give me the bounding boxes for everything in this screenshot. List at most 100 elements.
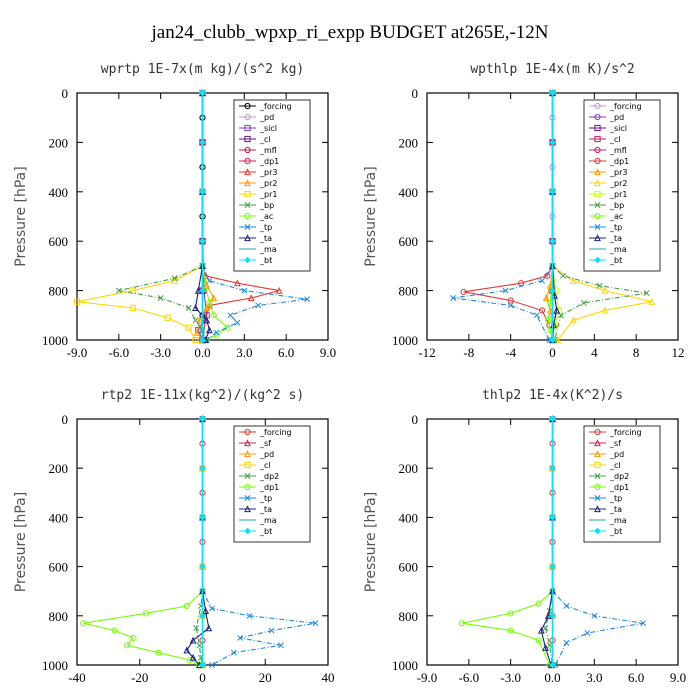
legend-marker <box>244 168 251 176</box>
legend-label: _mfl <box>259 146 277 155</box>
series-bt <box>199 89 206 344</box>
data-point-tp <box>255 302 262 309</box>
legend-marker <box>594 212 601 220</box>
legend-label: _dp1 <box>259 157 279 166</box>
series-dp1 <box>80 415 206 669</box>
legend-label: _mfl <box>609 146 627 155</box>
legend-marker <box>594 450 601 458</box>
x-tick-label: -9.0 <box>417 670 438 685</box>
legend-marker <box>244 179 251 187</box>
data-point-tp <box>450 295 457 301</box>
x-tick-label: 0 <box>199 670 206 685</box>
x-tick-label: -6.0 <box>459 670 480 685</box>
x-tick-label: 12 <box>672 345 685 360</box>
legend-marker <box>244 439 251 447</box>
legend-label: _pd <box>609 113 624 122</box>
y-axis-label: Pressure [hPa] <box>363 492 379 592</box>
legend-label: _pd <box>609 450 624 459</box>
legend-marker <box>244 224 251 230</box>
legend-label: _sf <box>259 439 271 448</box>
x-tick-label: 0.0 <box>544 670 560 685</box>
data-point-ta <box>205 624 213 632</box>
data-point-pr2 <box>648 297 656 305</box>
data-point-pr2 <box>570 277 577 284</box>
data-point-dp1 <box>535 637 542 644</box>
series-line-tp <box>453 93 554 341</box>
data-point-bt <box>549 139 556 146</box>
legend-marker <box>594 124 601 132</box>
legend-marker <box>244 113 251 121</box>
x-tick-label: -8 <box>463 345 474 360</box>
y-tick-label: 400 <box>399 510 419 525</box>
legend-label: _bp <box>609 201 624 210</box>
y-tick-label: 0 <box>412 412 419 427</box>
data-point-tp <box>312 620 319 627</box>
series-bt <box>199 415 206 669</box>
legend-label: _ma <box>259 245 277 254</box>
data-point-tp <box>304 296 311 303</box>
series-bt <box>549 415 556 669</box>
data-point-ta <box>553 306 561 314</box>
legend-label: _ta <box>259 505 272 514</box>
y-tick-label: 200 <box>399 461 419 476</box>
legend-label: _forcing <box>609 102 642 111</box>
legend-marker <box>594 495 601 501</box>
data-point-pr3 <box>247 294 255 302</box>
data-point-pr2 <box>210 294 218 302</box>
x-tick-label: 3.0 <box>236 345 252 360</box>
data-point-dp1 <box>460 288 467 295</box>
x-tick-label: -4 <box>505 345 516 360</box>
legend-marker <box>594 224 601 230</box>
figure-title: jan24_clubb_wpxp_ri_expp BUDGET at265E,-… <box>150 22 548 43</box>
legend-marker <box>594 483 601 491</box>
x-tick-label: 3.0 <box>586 670 602 685</box>
data-point-ta <box>551 291 559 299</box>
data-point-bt <box>549 415 556 423</box>
legend-label: _sicl <box>259 124 277 133</box>
data-point-ac <box>224 324 231 331</box>
legend-label: _ma <box>609 516 627 525</box>
data-point-bt <box>199 612 206 620</box>
data-point-dp1 <box>142 610 150 617</box>
data-point-tp <box>246 612 253 619</box>
y-axis-label: Pressure [hPa] <box>13 166 29 266</box>
legend-label: _dp1 <box>609 483 629 492</box>
series-line-pr1 <box>76 93 204 341</box>
legend-label: _tp <box>259 494 272 503</box>
legend-label: _ac <box>609 212 623 221</box>
data-point-tp <box>227 312 234 319</box>
data-point-pr3 <box>233 279 241 287</box>
legend: _forcing _sf _pd _cl _dp2 _dp1 _tp _ta _ma _bt <box>583 425 661 543</box>
y-axis-label: Pressure [hPa] <box>363 166 379 266</box>
series-dp2 <box>193 416 206 668</box>
data-point-bt <box>549 612 556 620</box>
data-point-pr1 <box>164 314 171 321</box>
series-line-ta <box>540 419 554 666</box>
y-tick-label: 800 <box>399 284 419 299</box>
data-point-pr2 <box>196 316 204 324</box>
data-point-bt <box>199 464 206 472</box>
data-point-bt <box>199 188 206 196</box>
data-point-bt <box>199 563 206 570</box>
series-dp2 <box>542 416 556 668</box>
x-tick-label: -9.0 <box>67 345 88 360</box>
series-line-dp2 <box>544 419 554 666</box>
data-point-bt <box>549 514 556 521</box>
data-point-dp2 <box>193 625 200 632</box>
data-point-bt <box>549 464 556 472</box>
x-tick-label: 0 <box>549 345 556 360</box>
data-point-bt <box>549 89 556 97</box>
data-point-bt <box>199 661 206 669</box>
legend-label: _pr1 <box>609 190 627 199</box>
data-point-dp1 <box>538 307 546 314</box>
legend-label: _ta <box>609 505 622 514</box>
data-point-dp1 <box>535 600 542 607</box>
legend-marker <box>244 461 251 469</box>
panel-title: wprtp 1E-7x(m kg)/(s^2 kg) <box>101 62 305 77</box>
data-point-dp1 <box>458 620 465 627</box>
y-tick-label: 200 <box>49 135 69 150</box>
y-tick-label: 400 <box>49 510 69 525</box>
legend: _forcing _sf _pd _cl _dp2 _dp1 _tp _ta _ma _bt <box>233 425 311 543</box>
data-point-pr3 <box>542 294 550 302</box>
legend-marker <box>594 157 601 165</box>
